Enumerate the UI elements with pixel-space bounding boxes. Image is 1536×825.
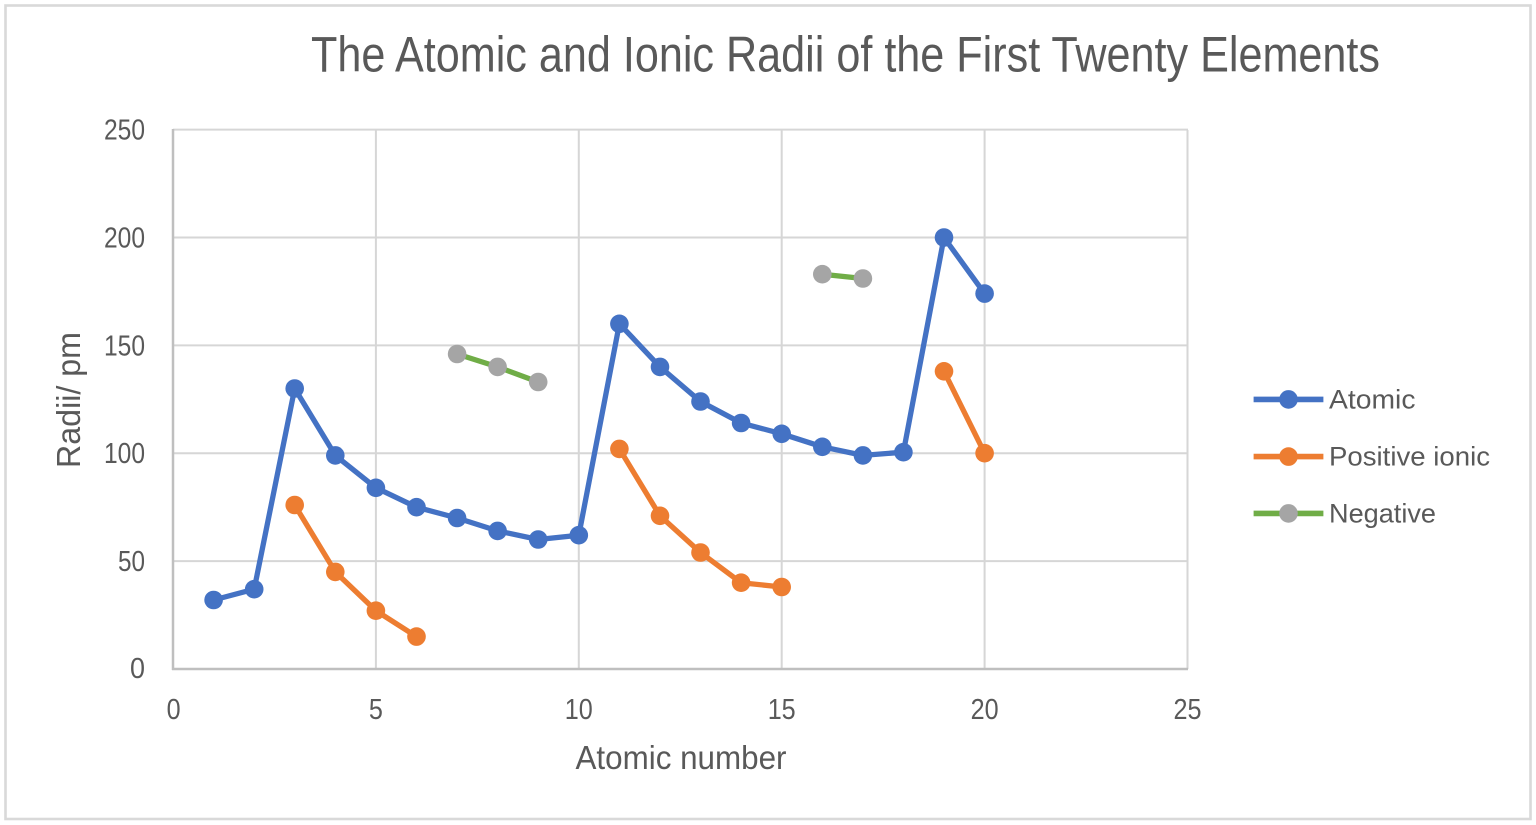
svg-text:Radii/ pm: Radii/ pm [50, 332, 87, 468]
svg-text:200: 200 [104, 223, 145, 255]
svg-text:250: 250 [104, 115, 145, 147]
svg-text:Atomic: Atomic [1329, 384, 1416, 414]
svg-text:50: 50 [118, 546, 145, 578]
svg-text:20: 20 [971, 694, 999, 726]
svg-text:5: 5 [369, 694, 383, 726]
svg-text:Atomic number: Atomic number [576, 739, 787, 776]
svg-text:10: 10 [565, 694, 593, 726]
svg-text:Positive ionic: Positive ionic [1329, 442, 1490, 472]
svg-text:150: 150 [104, 330, 145, 362]
svg-text:100: 100 [104, 438, 145, 470]
svg-text:25: 25 [1174, 694, 1202, 726]
svg-text:The Atomic and Ionic Radii of: The Atomic and Ionic Radii of the First … [311, 27, 1380, 83]
svg-text:15: 15 [768, 694, 796, 726]
svg-text:Negative: Negative [1329, 498, 1436, 528]
svg-text:0: 0 [167, 694, 181, 726]
svg-text:0: 0 [130, 653, 145, 685]
